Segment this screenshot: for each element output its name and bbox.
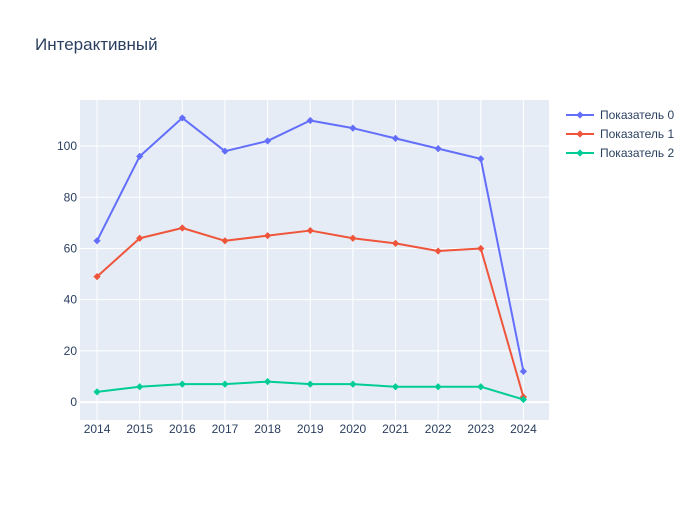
- data-point-marker[interactable]: [93, 388, 101, 396]
- data-point-marker[interactable]: [519, 367, 528, 375]
- x-tick-label: 2022: [425, 422, 452, 436]
- data-point-marker[interactable]: [391, 239, 400, 247]
- data-point-marker[interactable]: [349, 380, 357, 388]
- legend-label: Показатель 1: [600, 127, 674, 141]
- data-point-marker[interactable]: [306, 380, 314, 388]
- y-tick-label: 60: [64, 241, 78, 255]
- y-axis-ticks: 0 20 40 60 80 100: [57, 139, 77, 409]
- data-point-marker[interactable]: [519, 395, 528, 404]
- data-point-marker[interactable]: [221, 380, 229, 388]
- x-tick-label: 2019: [297, 422, 324, 436]
- data-point-marker[interactable]: [264, 232, 272, 240]
- data-point-marker[interactable]: [391, 134, 400, 142]
- data-point-marker[interactable]: [477, 244, 485, 253]
- y-tick-label: 40: [64, 293, 78, 307]
- legend-item[interactable]: Показатель 2: [566, 146, 674, 160]
- legend-label: Показатель 0: [600, 108, 674, 122]
- x-axis-ticks: 2014 2015 2016 2017 2018 2019 2020 2021 2022 2023…: [84, 422, 537, 436]
- x-tick-label: 2024: [510, 422, 537, 436]
- x-tick-label: 2020: [340, 422, 367, 436]
- data-point-marker[interactable]: [306, 116, 314, 125]
- y-tick-label: 100: [57, 139, 77, 153]
- series-0[interactable]: [93, 114, 528, 375]
- series-layer[interactable]: [93, 114, 528, 404]
- data-point-marker[interactable]: [221, 147, 229, 155]
- legend-item[interactable]: Показатель 0: [566, 108, 674, 122]
- data-point-marker[interactable]: [349, 234, 357, 242]
- x-tick-label: 2023: [467, 422, 494, 436]
- data-point-marker[interactable]: [477, 383, 485, 391]
- data-point-marker[interactable]: [136, 152, 144, 160]
- chart-title: Интерактивный: [35, 35, 158, 54]
- legend-marker: [576, 149, 584, 157]
- x-tick-label: 2018: [254, 422, 281, 436]
- data-point-marker[interactable]: [136, 383, 144, 391]
- data-point-marker[interactable]: [136, 234, 144, 242]
- legend[interactable]: Показатель 0 Показатель 1 Показатель 2: [566, 108, 674, 160]
- data-point-marker[interactable]: [349, 124, 357, 132]
- legend-marker: [576, 111, 584, 119]
- data-point-marker[interactable]: [93, 273, 101, 281]
- legend-label: Показатель 2: [600, 146, 674, 160]
- data-point-marker[interactable]: [434, 247, 442, 255]
- data-point-marker[interactable]: [391, 383, 400, 391]
- x-tick-label: 2015: [126, 422, 153, 436]
- legend-marker: [576, 130, 584, 138]
- data-point-marker[interactable]: [178, 380, 186, 388]
- data-point-marker[interactable]: [264, 378, 272, 386]
- data-point-marker[interactable]: [434, 145, 442, 153]
- x-tick-label: 2016: [169, 422, 196, 436]
- legend-item[interactable]: Показатель 1: [566, 127, 674, 141]
- data-point-marker[interactable]: [178, 114, 186, 122]
- data-point-marker[interactable]: [306, 226, 314, 235]
- plot-area-background: [80, 100, 549, 420]
- y-tick-label: 80: [64, 190, 78, 204]
- data-point-marker[interactable]: [221, 237, 229, 245]
- data-point-marker[interactable]: [477, 155, 485, 163]
- y-tick-label: 20: [64, 344, 78, 358]
- series-2[interactable]: [93, 378, 528, 404]
- data-point-marker[interactable]: [93, 237, 101, 245]
- data-point-marker[interactable]: [434, 383, 442, 391]
- data-point-marker[interactable]: [264, 137, 272, 145]
- y-tick-label: 0: [70, 395, 77, 409]
- x-tick-label: 2014: [84, 422, 111, 436]
- x-tick-label: 2021: [382, 422, 409, 436]
- data-point-marker[interactable]: [178, 224, 186, 232]
- x-tick-label: 2017: [212, 422, 239, 436]
